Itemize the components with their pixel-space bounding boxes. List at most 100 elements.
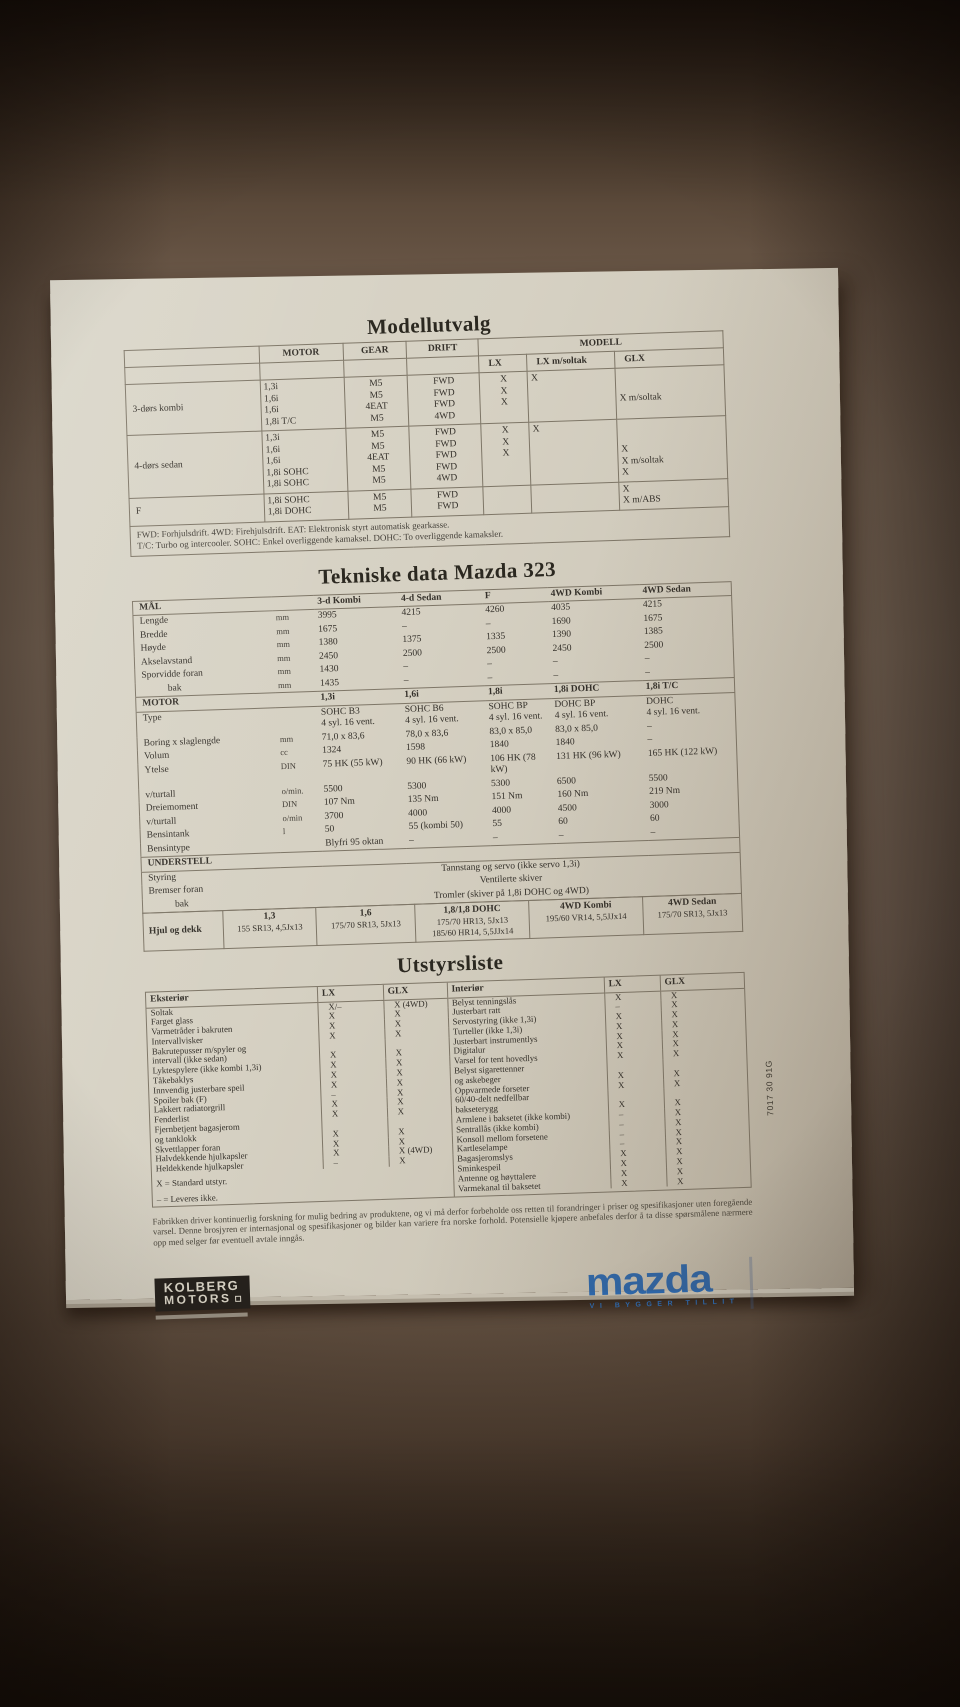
- model-cell: FWD FWD: [411, 486, 485, 517]
- blank-cell: [272, 595, 314, 611]
- model-cell: M5 M5 4EAT M5: [343, 375, 410, 429]
- spec-unit: DIN: [280, 760, 297, 771]
- model-line: X m/ABS: [622, 494, 661, 506]
- equipment-mark-lx: X: [319, 1039, 386, 1062]
- part-number: 7017 30 91G: [763, 1059, 776, 1117]
- spec-value: 75 HK (55 kW): [322, 757, 383, 770]
- wheel-spec-value: 175/70 SR13, 5Jx13: [330, 918, 402, 931]
- kolberg-logo-line2: MOTORS: [163, 1291, 242, 1308]
- equipment-table: Eksteriør LX GLX Soltak X/– X (4WD) Farget …: [144, 971, 752, 1208]
- mazda-logo: mazda: [585, 1256, 713, 1304]
- spec-value: SOHC BP 4 syl. 16 vent.: [488, 700, 543, 724]
- model-cell: 1,3i 1,6i 1,6i 1,8i SOHC 1,8i SOHC: [261, 428, 348, 494]
- spec-value: DOHC 4 syl. 16 vent.: [646, 695, 701, 718]
- spec-unit: DIN: [281, 798, 298, 810]
- model-line: [534, 468, 615, 482]
- model-cell: X: [528, 419, 619, 485]
- blank-cell: [275, 691, 317, 707]
- spec-value: 131 HK (96 kW): [555, 749, 621, 762]
- equipment-mark-lx: X: [321, 1117, 389, 1140]
- print-info-illegible: [749, 1256, 754, 1309]
- wheel-spec-value: 175/70 SR13, 5Jx13: [657, 907, 728, 920]
- model-cell: M5 M5 4EAT M5 M5: [345, 426, 412, 491]
- spec-unit: mm: [277, 665, 292, 677]
- wheel-spec-cell: 1,6 175/70 SR13, 5Jx13: [315, 904, 417, 946]
- spec-unit: mm: [277, 679, 292, 690]
- spec-unit: cc: [280, 746, 289, 758]
- model-line: FWD: [437, 501, 459, 512]
- spec-value: SOHC B6 4 syl. 16 vent.: [404, 703, 459, 726]
- wheel-spec-cell: 1,3 155 SR13, 4,5Jx13: [222, 907, 318, 949]
- model-cell: FWD FWD FWD 4WD: [407, 372, 482, 427]
- spec-value: 90 HK (66 kW): [406, 754, 467, 767]
- equipment-interior-table: Interiør LX GLX Belyst tenningslås X X Just…: [447, 972, 751, 1194]
- column-header-gear: GEAR: [342, 341, 408, 361]
- model-cell: 1,8i SOHC 1,8i DOHC: [263, 490, 349, 522]
- model-cell: 1,3i 1,6i 1,6i 1,8i T/C: [259, 377, 346, 432]
- equipment-mark-lx: X: [606, 1059, 664, 1082]
- model-cell: M5 M5: [347, 488, 413, 519]
- kolberg-logo-block: KOLBERG MOTORS: [154, 1275, 251, 1320]
- column-header-lx: LX: [478, 354, 528, 373]
- equipment-mark-lx: X: [610, 1177, 667, 1189]
- spec-unit: mm: [276, 638, 291, 650]
- spec-unit: [276, 706, 319, 733]
- model-line: [487, 499, 528, 512]
- model-line: 1,8i DOHC: [267, 505, 312, 518]
- wheels-label: Hjul og dekk: [142, 910, 225, 952]
- model-cell: X: [527, 368, 617, 423]
- modellutvalg-table: MOTOR GEAR DRIFT MODELL LX LX m/soltak G…: [123, 330, 731, 557]
- spec-unit: o/min: [282, 811, 303, 823]
- equipment-mark-lx: X: [607, 1089, 665, 1111]
- tekniske-table: MÅL 3-d Kombi 4-d Sedan F 4WD Kombi 4WD …: [131, 580, 742, 914]
- equipment-mark-glx: X: [387, 1115, 452, 1138]
- model-line: M5: [370, 413, 384, 424]
- brochure-back-page: Modellutvalg MOTOR GEAR DRIFT MODELL: [50, 267, 854, 1320]
- spec-unit: mm: [275, 611, 290, 623]
- wheel-spec-cell: 4WD Sedan 175/70 SR13, 5Jx13: [642, 893, 743, 935]
- model-line: [484, 408, 525, 421]
- model-line: [535, 496, 616, 510]
- model-line: M5: [372, 475, 386, 486]
- body-type-label: 4-dørs sedan: [126, 431, 264, 499]
- body-type-label: 3-dørs kombi: [125, 380, 262, 436]
- wheel-spec-value: 175/70 HR13, 5Jx13 185/60 HR14, 5,5JJx14: [432, 914, 514, 938]
- spec-unit: mm: [276, 652, 291, 663]
- model-cell: X m/soltak: [615, 364, 726, 420]
- equipment-exterior-table: Eksteriør LX GLX Soltak X/– X (4WD) Farget …: [145, 982, 455, 1207]
- model-line: M5: [373, 503, 387, 514]
- page-content: Modellutvalg MOTOR GEAR DRIFT MODELL: [123, 303, 775, 1325]
- spec-unit: o/min.: [281, 784, 304, 796]
- equipment-mark-glx: X: [384, 1037, 450, 1060]
- footer: KOLBERG MOTORS mazda VI BYGGER TILLIT: [154, 1256, 755, 1325]
- spec-value: 106 HK (78 kW): [490, 752, 536, 776]
- model-cell: [483, 484, 532, 515]
- model-cell: FWD FWD FWD FWD 4WD: [409, 423, 484, 489]
- kolberg-motors-logo: KOLBERG MOTORS: [154, 1275, 251, 1312]
- model-line: 4WD: [434, 410, 456, 422]
- equipment-mark-glx: X: [666, 1174, 751, 1187]
- spec-value: SOHC B3 4 syl. 16 vent.: [320, 705, 376, 729]
- model-line: 1,8i SOHC: [266, 478, 310, 490]
- body-type-label: F: [129, 493, 265, 526]
- spec-unit: mm: [279, 733, 294, 744]
- spec-value: 165 HK (122 kW): [647, 746, 718, 759]
- model-line: [532, 405, 613, 419]
- kolberg-caption-illegible: [155, 1312, 248, 1320]
- spec-unit: l: [282, 826, 286, 837]
- blank-cell: [343, 358, 408, 378]
- spec-value: DOHC BP 4 syl. 16 vent.: [554, 698, 609, 722]
- spec-unit: [280, 837, 322, 852]
- model-line: 4WD: [436, 473, 458, 484]
- spec-unit: mm: [276, 625, 290, 636]
- wheel-spec-cell: 4WD Kombi 195/60 VR14, 5,5JJx14: [528, 896, 644, 939]
- model-cell: [531, 481, 620, 513]
- wheel-spec-value: 155 SR13, 4,5Jx13: [237, 921, 303, 934]
- mazda-logo-block: mazda VI BYGGER TILLIT: [585, 1256, 755, 1311]
- wheel-spec-value: 195/60 VR14, 5,5JJx14: [545, 910, 627, 924]
- kolberg-logo-text: MOTORS: [163, 1291, 232, 1308]
